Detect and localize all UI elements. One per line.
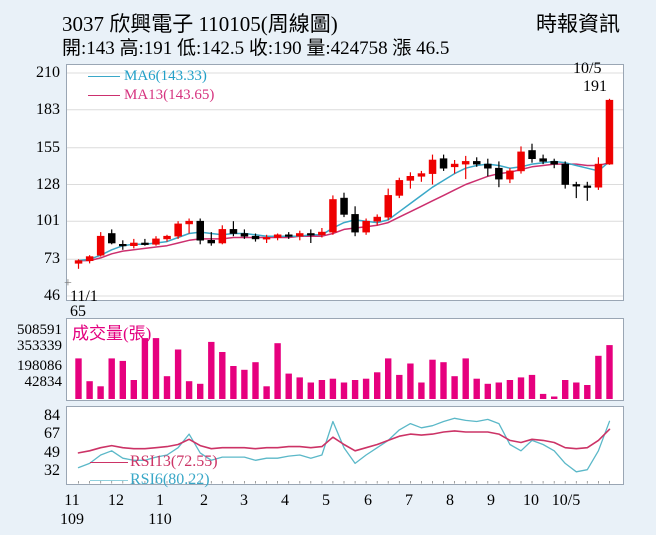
x-axis-year-label: 110 bbox=[148, 511, 172, 528]
price-y-tick: 210 bbox=[36, 64, 60, 81]
volume-y-tick: 198086 bbox=[17, 358, 62, 374]
price-y-tick: 46 bbox=[44, 287, 60, 304]
x-axis-tick: 1 bbox=[156, 492, 164, 509]
legend-ma6: MA6(143.33) bbox=[124, 68, 207, 84]
volume-bars-svg bbox=[75, 338, 613, 399]
end-price-annotation: 191 bbox=[583, 78, 607, 95]
legend-rsi13-swatch bbox=[90, 462, 128, 463]
price-y-tick: 128 bbox=[36, 175, 60, 193]
x-axis-tick: 2 bbox=[200, 492, 208, 509]
price-y-tick: 101 bbox=[36, 212, 60, 230]
legend-rsi13: RSI13(72.55) bbox=[130, 453, 218, 470]
rsi-y-tick: 67 bbox=[44, 425, 60, 443]
x-axis-tick: 6 bbox=[364, 492, 372, 509]
rsi-y-tick: 32 bbox=[44, 461, 60, 479]
x-axis-tick: 7 bbox=[405, 492, 413, 509]
price-chart-panel bbox=[66, 64, 624, 301]
x-axis-year-label: 109 bbox=[60, 511, 84, 528]
start-date-annotation: 11/1 bbox=[70, 288, 98, 305]
volume-title: 成交量(張) bbox=[72, 324, 152, 343]
x-axis-tick: 10 bbox=[523, 492, 539, 509]
x-axis-tick: 10/5 bbox=[551, 492, 581, 509]
x-axis-tick: 9 bbox=[487, 492, 495, 509]
x-axis-tick: 3 bbox=[240, 492, 248, 509]
legend-rsi6: RSI6(80.22) bbox=[130, 471, 210, 488]
start-cross-marker: + bbox=[64, 276, 72, 291]
volume-y-tick: 353339 bbox=[17, 338, 62, 354]
source-label: 時報資訊 bbox=[536, 12, 620, 36]
x-axis-tick: 4 bbox=[281, 492, 289, 509]
volume-chart-panel bbox=[66, 318, 624, 401]
rsi-y-tick: 84 bbox=[44, 407, 60, 425]
legend-ma6-swatch bbox=[88, 76, 120, 77]
rsi-y-tick: 49 bbox=[44, 443, 60, 461]
chart-header: 3037 欣興電子 110105(周線圖) 開:143 高:191 低:142.… bbox=[0, 0, 656, 59]
price-y-tick: 183 bbox=[36, 100, 60, 118]
x-axis-tick: 8 bbox=[446, 492, 454, 509]
end-date-annotation: 10/5 bbox=[573, 60, 602, 77]
rsi-chart-panel bbox=[66, 406, 624, 485]
volume-y-tick: 508591 bbox=[17, 322, 62, 338]
legend-ma13-swatch bbox=[88, 95, 120, 96]
price-y-tick: 73 bbox=[44, 250, 60, 268]
volume-y-tick: 42834 bbox=[24, 374, 63, 390]
price-y-tick: 155 bbox=[36, 138, 60, 156]
legend-ma13: MA13(143.65) bbox=[124, 87, 215, 103]
rsi-lines-svg bbox=[77, 417, 611, 484]
price-candlestick-svg bbox=[67, 72, 623, 297]
start-price-annotation: 65 bbox=[70, 303, 86, 320]
page-title: 3037 欣興電子 110105(周線圖) bbox=[62, 12, 338, 36]
x-axis-tick: 11 bbox=[64, 492, 80, 509]
legend-rsi6-swatch bbox=[90, 480, 128, 481]
quote-summary: 開:143 高:191 低:142.5 收:190 量:424758 漲 46.… bbox=[62, 38, 450, 59]
x-axis-tick: 5 bbox=[322, 492, 330, 509]
x-axis-tick: 12 bbox=[108, 492, 124, 509]
